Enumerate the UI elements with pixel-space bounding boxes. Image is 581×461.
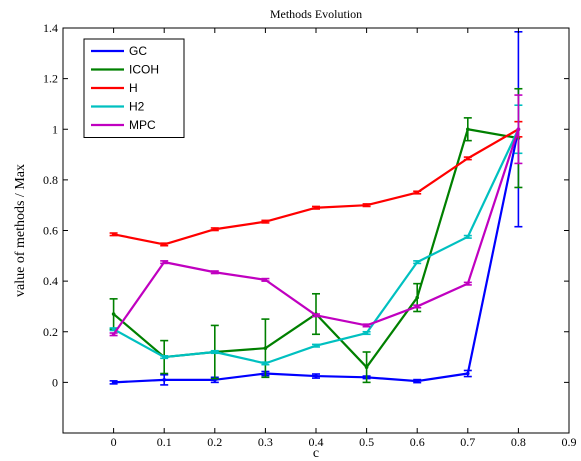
data-point xyxy=(263,278,268,282)
data-point xyxy=(111,312,116,316)
data-point xyxy=(111,232,116,237)
legend-label: H xyxy=(129,81,138,95)
data-point xyxy=(516,127,521,132)
data-point xyxy=(364,331,369,335)
x-tick-label: 0.9 xyxy=(562,435,577,449)
data-point xyxy=(263,346,268,351)
series-h xyxy=(109,120,523,247)
series-mpc xyxy=(109,94,523,337)
data-point xyxy=(263,219,268,224)
series-layer xyxy=(109,30,523,386)
x-tick-label: 0.6 xyxy=(410,435,425,449)
data-point xyxy=(466,156,470,161)
data-point xyxy=(213,270,217,275)
y-tick-label: 1 xyxy=(52,122,58,136)
y-tick-label: 0.8 xyxy=(43,173,58,187)
data-point xyxy=(213,350,217,354)
data-point xyxy=(364,323,369,328)
x-tick-label: 0.8 xyxy=(511,435,526,449)
data-point xyxy=(162,378,166,382)
data-point xyxy=(364,203,369,207)
legend-label: ICOH xyxy=(129,63,159,77)
y-tick-label: 0.4 xyxy=(43,274,58,288)
data-point xyxy=(364,365,369,369)
x-tick-label: 0.3 xyxy=(258,435,273,449)
data-point xyxy=(314,313,318,318)
data-point xyxy=(111,380,116,385)
y-tick-label: 1.2 xyxy=(43,72,58,86)
data-point xyxy=(415,304,420,309)
x-tick-label: 0.7 xyxy=(460,435,475,449)
ticks-layer: 0 0.1 0.2 0.3 0.4 0.5 0.6 0.7 0.8 0.9 0 0.2 0.4 0.6 0.… xyxy=(43,21,577,449)
x-tick-label: 0.1 xyxy=(157,435,172,449)
data-point xyxy=(466,235,470,239)
chart-title: Methods Evolution xyxy=(270,7,362,21)
data-point xyxy=(111,327,116,332)
data-point xyxy=(314,343,318,348)
legend-label: GC xyxy=(129,44,147,58)
x-tick-label: 0.2 xyxy=(207,435,222,449)
data-point xyxy=(111,332,116,337)
legend: GC ICOH H H2 MPC xyxy=(83,38,185,138)
y-tick-label: 1.4 xyxy=(43,21,58,35)
legend-label: H2 xyxy=(129,100,145,114)
data-point xyxy=(466,371,470,376)
y-tick-label: 0.6 xyxy=(43,224,58,238)
x-tick-label: 0.5 xyxy=(359,435,374,449)
data-point xyxy=(263,361,268,366)
x-axis-label: c xyxy=(313,446,319,461)
data-point xyxy=(162,260,166,264)
data-point xyxy=(162,355,166,359)
data-point xyxy=(162,242,166,247)
data-point xyxy=(314,374,318,378)
y-axis-label: value of methods / Max xyxy=(13,164,28,297)
data-point xyxy=(213,227,217,232)
data-point xyxy=(415,379,420,383)
legend-label: MPC xyxy=(129,118,156,132)
data-point xyxy=(415,295,420,300)
data-point xyxy=(466,281,470,286)
data-point xyxy=(415,260,420,264)
data-point xyxy=(415,190,420,195)
data-point xyxy=(466,127,470,132)
y-tick-label: 0.2 xyxy=(43,325,58,339)
x-tick-label: 0 xyxy=(111,435,117,449)
data-point xyxy=(314,205,318,210)
y-tick-label: 0 xyxy=(52,375,58,389)
x-tick-label: 0.4 xyxy=(309,435,324,449)
